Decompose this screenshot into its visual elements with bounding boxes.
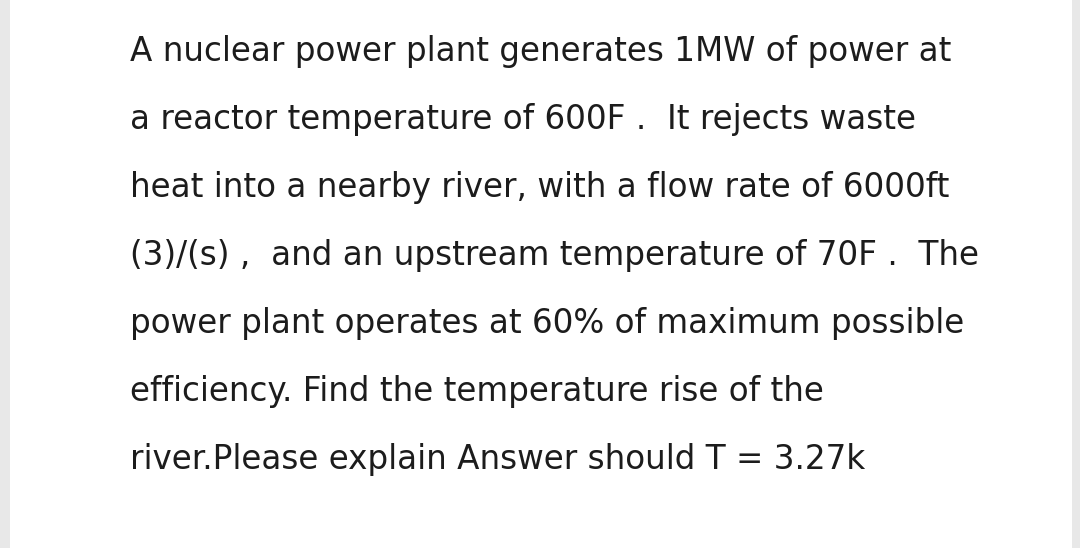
Text: heat into a nearby river, with a flow rate of 6000ft: heat into a nearby river, with a flow ra… — [130, 171, 949, 204]
Text: river.Please explain Answer should T = 3.27k: river.Please explain Answer should T = 3… — [130, 443, 865, 476]
Text: efficiency. Find the temperature rise of the: efficiency. Find the temperature rise of… — [130, 375, 824, 408]
Text: A nuclear power plant generates 1MW of power at: A nuclear power plant generates 1MW of p… — [130, 35, 951, 68]
Bar — [0, 0, 10, 548]
Text: power plant operates at 60% of maximum possible: power plant operates at 60% of maximum p… — [130, 307, 964, 340]
Text: (3)/(s) ,  and an upstream temperature of 70F .  The: (3)/(s) , and an upstream temperature of… — [130, 239, 978, 272]
Bar — [1072, 0, 1080, 548]
Text: a reactor temperature of 600F .  It rejects waste: a reactor temperature of 600F . It rejec… — [130, 103, 916, 136]
